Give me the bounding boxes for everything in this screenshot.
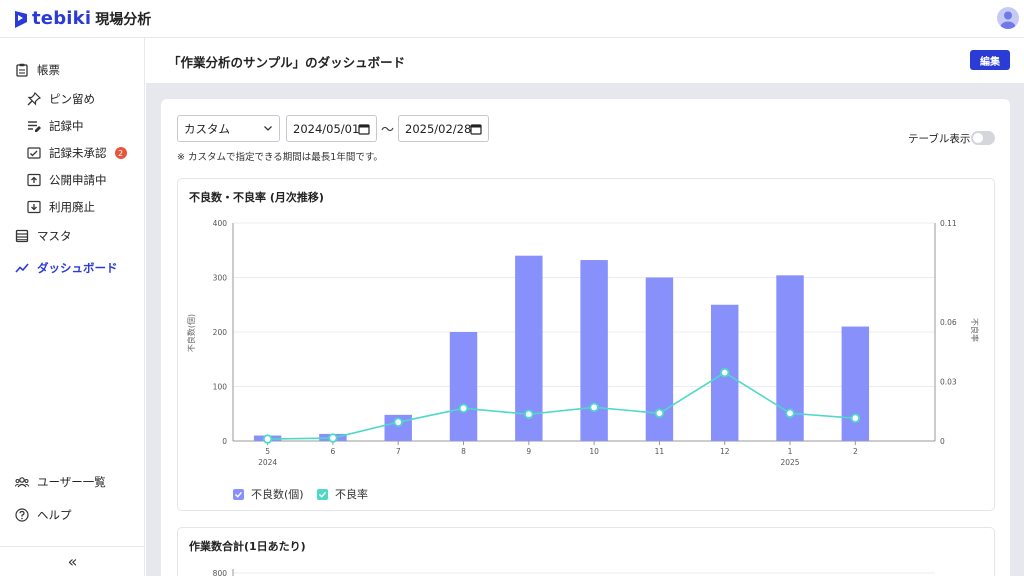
checkbox-checked-icon	[233, 488, 244, 500]
table-toggle-label: テーブル表示	[908, 133, 971, 145]
page-header: 「作業分析のサンプル」のダッシュボード 編集	[146, 38, 1024, 83]
legend-label: 不良数(個)	[251, 488, 304, 501]
sidebar-item-label: ピン留め	[49, 92, 95, 106]
sidebar-item-users[interactable]: ユーザー一覧	[0, 470, 145, 494]
legend-item-defect-rate[interactable]: 不良率	[317, 486, 368, 502]
sidebar-item-recording[interactable]: 記録中	[0, 114, 145, 138]
end-date-value: 2025/02/28	[405, 121, 472, 136]
app-logo[interactable]: tebiki 現場分析	[14, 8, 151, 29]
table-view-toggle[interactable]	[971, 131, 995, 145]
work-count-card: 作業数合計(1日あたり)	[177, 527, 995, 576]
user-avatar-icon	[1000, 11, 1016, 29]
page-title: 「作業分析のサンプル」のダッシュボード	[168, 55, 406, 70]
clipboard-icon	[16, 63, 28, 77]
avatar[interactable]	[997, 7, 1019, 29]
sidebar-item-pinned[interactable]: ピン留め	[0, 87, 145, 111]
toggle-knob	[973, 133, 983, 143]
sidebar-item-help[interactable]: ヘルプ	[0, 503, 145, 527]
sidebar-item-label: 記録未承認	[49, 146, 107, 160]
trend-icon	[15, 263, 29, 273]
sidebar-item-label: ダッシュボード	[37, 261, 118, 275]
start-date-value: 2024/05/01	[293, 121, 360, 136]
count-badge: 2	[114, 147, 127, 159]
table-icon	[15, 229, 29, 243]
defect-chart-card: 不良数・不良率 (月次推移)	[177, 178, 995, 511]
sidebar-item-label: 帳票	[37, 63, 60, 77]
logo-brand: tebiki	[32, 8, 92, 29]
help-icon	[15, 508, 29, 522]
logo-mark-icon	[15, 10, 27, 28]
chevron-down-icon	[264, 126, 272, 131]
work-count-title: 作業数合計(1日あたり)	[189, 540, 306, 553]
calendar-icon[interactable]	[358, 123, 370, 135]
sidebar-collapse-button[interactable]: «	[0, 546, 145, 576]
date-range-separator: 〜	[381, 123, 395, 138]
logo-product: 現場分析	[95, 11, 152, 28]
calendar-icon[interactable]	[470, 123, 482, 135]
end-date-input[interactable]: 2025/02/28	[398, 115, 489, 142]
sidebar-item-label: マスタ	[37, 229, 72, 243]
sidebar-item-label: 公開申請中	[49, 173, 107, 187]
sidebar-item-unapproved[interactable]: 記録未承認 2	[0, 141, 145, 165]
sidebar-item-publish-pending[interactable]: 公開申請中	[0, 168, 145, 192]
list-edit-icon	[28, 121, 41, 132]
sidebar-item-label: ヘルプ	[37, 508, 72, 522]
approval-icon	[27, 147, 41, 159]
defect-chart-title: 不良数・不良率 (月次推移)	[189, 191, 324, 204]
sidebar-item-label: 利用廃止	[49, 200, 95, 214]
sidebar-item-dashboard[interactable]: ダッシュボード	[0, 256, 145, 280]
legend-label: 不良率	[335, 488, 368, 501]
sidebar: 帳票 ピン留め 記録中 記録未承認 2 公開申請中 利用廃止 マスタ ダッシュボ…	[0, 38, 145, 576]
pin-icon	[27, 92, 41, 106]
sidebar-item-label: ユーザー一覧	[37, 475, 106, 489]
archive-icon	[27, 200, 41, 214]
top-bar: tebiki 現場分析	[0, 0, 1024, 38]
users-icon	[15, 477, 29, 488]
double-chevron-left-icon: «	[67, 552, 78, 571]
sidebar-item-forms[interactable]: 帳票	[0, 58, 145, 82]
sidebar-item-master[interactable]: マスタ	[0, 224, 145, 248]
sidebar-item-discontinued[interactable]: 利用廃止	[0, 195, 145, 219]
edit-button[interactable]: 編集	[970, 50, 1010, 70]
legend-item-defect-count[interactable]: 不良数(個)	[233, 486, 304, 502]
start-date-input[interactable]: 2024/05/01	[286, 115, 377, 142]
sidebar-item-label: 記録中	[49, 119, 84, 133]
period-select[interactable]: カスタム	[177, 115, 280, 142]
upload-box-icon	[27, 173, 41, 187]
period-note: ※ カスタムで指定できる期間は最長1年間です。	[177, 152, 383, 163]
period-select-value: カスタム	[184, 121, 230, 136]
checkbox-checked-icon	[317, 488, 328, 500]
